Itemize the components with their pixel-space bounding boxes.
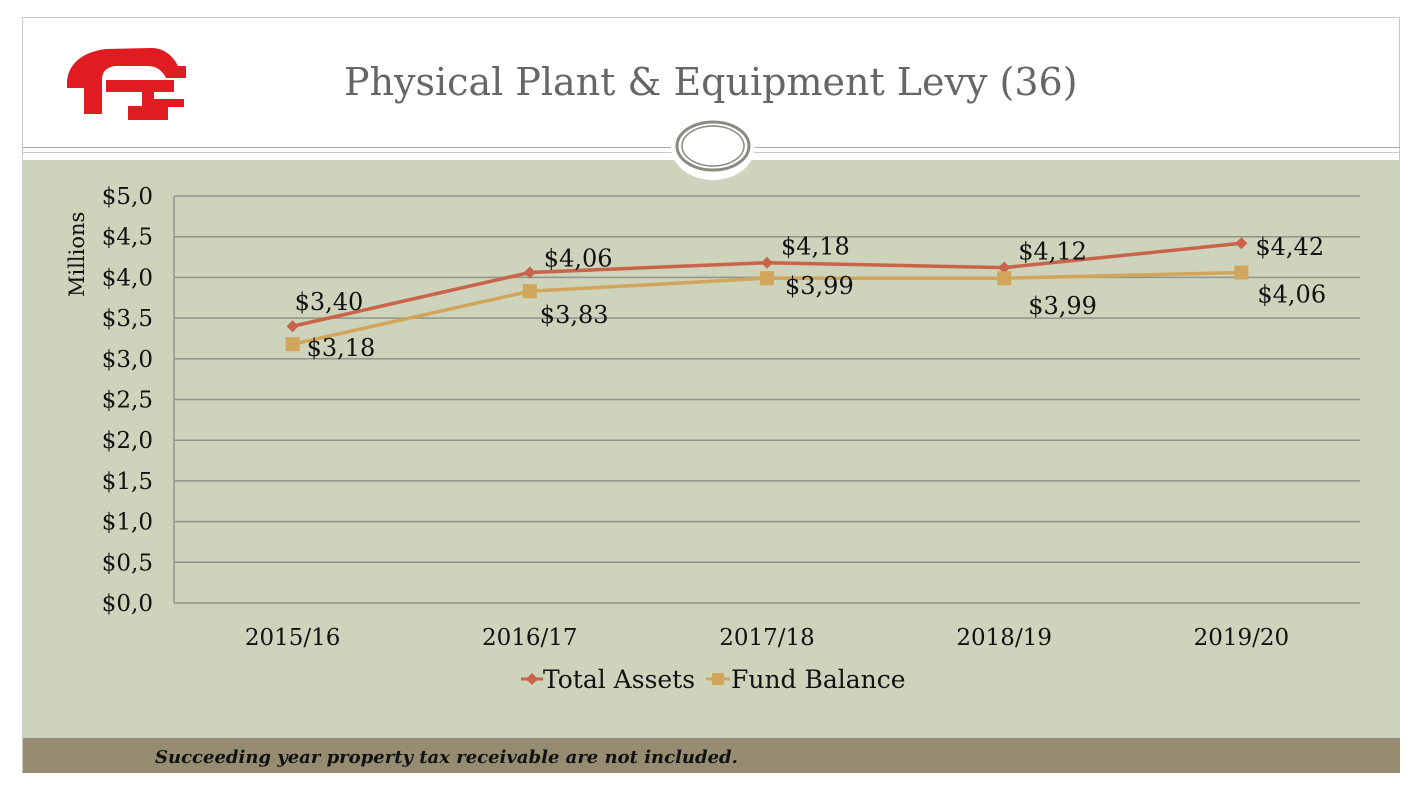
data-labels: $3,40 $4,06 $4,18 $4,12 $4,42 $3,18 $3,83 $3,99… bbox=[295, 233, 1327, 362]
data-label: $3,83 bbox=[540, 301, 609, 329]
title-ornament-icon bbox=[671, 114, 755, 180]
data-label: $4,12 bbox=[1018, 238, 1087, 266]
x-axis-tick-labels: 2015/16 2016/17 2017/18 2018/19 2019/20 bbox=[245, 625, 1289, 651]
y-tick-label: $5,0 bbox=[102, 184, 153, 210]
data-point-diamond bbox=[523, 266, 536, 279]
legend-label-total-assets: Total Assets bbox=[543, 665, 695, 694]
y-tick-label: $1,5 bbox=[102, 469, 153, 495]
footnote-text: Succeeding year property tax receivable … bbox=[155, 747, 738, 768]
chart-legend: Total Assets Fund Balance bbox=[521, 665, 906, 694]
x-tick-label: 2015/16 bbox=[245, 625, 341, 651]
data-label: $4,06 bbox=[1257, 281, 1326, 309]
data-point-square bbox=[285, 337, 300, 352]
data-point-square bbox=[760, 271, 774, 286]
y-tick-label: $0,0 bbox=[102, 591, 153, 617]
data-label: $4,42 bbox=[1255, 233, 1324, 261]
y-tick-label: $2,5 bbox=[102, 388, 153, 414]
data-label: $4,06 bbox=[544, 245, 613, 273]
y-tick-label: $1,0 bbox=[102, 510, 153, 536]
y-tick-label: $0,5 bbox=[102, 550, 153, 576]
data-point-square bbox=[997, 271, 1012, 286]
y-axis-title: Millions bbox=[65, 212, 89, 297]
x-tick-label: 2019/20 bbox=[1194, 625, 1290, 651]
y-tick-label: $3,5 bbox=[102, 306, 153, 332]
data-point-diamond bbox=[761, 256, 773, 269]
legend-marker-fund-balance bbox=[712, 673, 724, 685]
series-markers bbox=[285, 237, 1249, 352]
data-label: $4,18 bbox=[781, 233, 850, 261]
data-point-diamond bbox=[286, 320, 299, 333]
data-label: $3,99 bbox=[1028, 292, 1097, 320]
slide-title: Physical Plant & Equipment Levy (36) bbox=[344, 60, 1078, 104]
x-tick-label: 2017/18 bbox=[719, 625, 815, 651]
chart-background bbox=[23, 160, 1400, 738]
footer-bar bbox=[23, 738, 1400, 773]
logo-letter-f-shape bbox=[67, 48, 186, 120]
data-point-diamond bbox=[1235, 237, 1248, 250]
y-tick-label: $3,0 bbox=[102, 347, 153, 373]
x-tick-label: 2018/19 bbox=[956, 625, 1052, 651]
legend-label-fund-balance: Fund Balance bbox=[731, 665, 906, 694]
y-tick-label: $4,0 bbox=[102, 265, 153, 291]
y-tick-label: $2,0 bbox=[102, 428, 153, 454]
legend-marker-total-assets bbox=[526, 673, 538, 685]
y-axis-tick-labels: $0,0 $0,5 $1,0 $1,5 $2,0 $2,5 $3,0 $3,5 $4,0 $4,5… bbox=[102, 184, 153, 617]
data-label: $3,18 bbox=[307, 334, 376, 362]
data-point-square bbox=[522, 284, 537, 299]
school-logo: F bbox=[67, 48, 186, 120]
x-tick-label: 2016/17 bbox=[482, 625, 578, 651]
data-label: $3,40 bbox=[295, 288, 364, 316]
data-point-diamond bbox=[998, 261, 1011, 274]
data-label: $3,99 bbox=[785, 272, 854, 300]
data-point-square bbox=[1234, 265, 1249, 280]
y-tick-label: $4,5 bbox=[102, 225, 153, 251]
